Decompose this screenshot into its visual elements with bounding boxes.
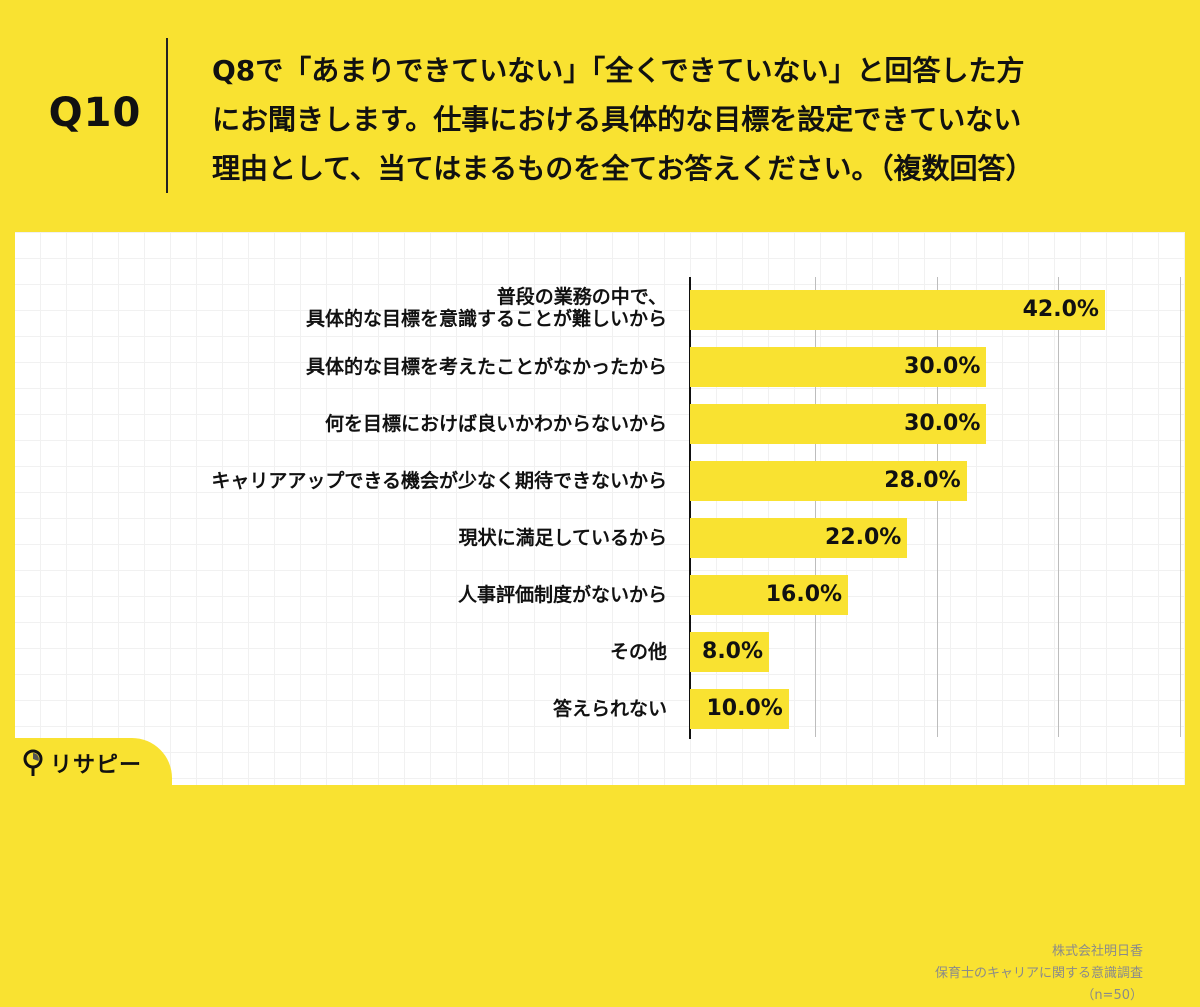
bar-label: その他 <box>27 642 667 662</box>
bar-label: 現状に満足しているから <box>27 528 667 548</box>
bar-label-line: 普段の業務の中で、 <box>496 286 667 308</box>
bar-label-line: 具体的な目標を考えたことがなかったから <box>305 356 667 378</box>
bar-label: 人事評価制度がないから <box>27 585 667 605</box>
question-text: Q8で「あまりできていない」「全くできていない」と回答した方 にお聞きします。仕… <box>212 46 1172 193</box>
bar-row: 普段の業務の中で、 具体的な目標を意識することが難しいから 42.0% <box>15 286 1185 330</box>
source-note: 株式会社明日香 保育士のキャリアに関する意識調査 （n=50） <box>935 941 1143 1007</box>
bar: 42.0% <box>690 290 1105 330</box>
bar-row: 具体的な目標を考えたことがなかったから 30.0% <box>15 347 1185 387</box>
y-axis <box>689 277 691 739</box>
bar-label-line: 具体的な目標を意識することが難しいから <box>305 308 667 330</box>
bar: 28.0% <box>690 461 967 501</box>
bar: 22.0% <box>690 518 908 558</box>
bar-value: 8.0% <box>702 639 764 664</box>
bar-label-line: 現状に満足しているから <box>458 527 667 549</box>
bar-label: 答えられない <box>27 699 667 719</box>
logo: リサピー <box>22 747 142 779</box>
header-divider <box>166 38 168 193</box>
bar-value: 30.0% <box>904 411 981 436</box>
bar: 30.0% <box>690 404 987 444</box>
bar-label-line: その他 <box>609 641 667 663</box>
bar-row: 現状に満足しているから 22.0% <box>15 518 1185 558</box>
gridline <box>937 277 938 737</box>
question-number: Q10 <box>48 90 142 136</box>
bar-value: 10.0% <box>706 696 783 721</box>
source-sample: （n=50） <box>1081 988 1143 1003</box>
bar-value: 42.0% <box>1022 297 1099 322</box>
source-survey: 保育士のキャリアに関する意識調査 <box>934 966 1143 981</box>
question-line: Q8で「あまりできていない」「全くできていない」と回答した方 <box>212 54 1025 87</box>
pin-icon <box>23 749 43 776</box>
bar-label-line: 答えられない <box>552 698 667 720</box>
gridline <box>1058 277 1059 737</box>
chart-panel: 普段の業務の中で、 具体的な目標を意識することが難しいから 42.0% 具体的な目標を… <box>15 232 1185 1003</box>
bar: 10.0% <box>690 689 789 729</box>
bar-row: 答えられない 10.0% <box>15 689 1185 729</box>
bar-value: 22.0% <box>825 525 902 550</box>
gridline <box>1180 277 1181 737</box>
bar-value: 30.0% <box>904 354 981 379</box>
bar: 30.0% <box>690 347 987 387</box>
source-company: 株式会社明日香 <box>1051 944 1143 959</box>
gridline <box>815 277 816 737</box>
bar: 16.0% <box>690 575 849 615</box>
question-line: 理由として、当てはまるものを全てお答えください。（複数回答） <box>212 152 1034 185</box>
bar-row: その他 8.0% <box>15 632 1185 672</box>
bar: 8.0% <box>690 632 770 672</box>
bar-label-line: 何を目標におけば良いかわからないから <box>324 413 667 435</box>
bar-row: 人事評価制度がないから 16.0% <box>15 575 1185 615</box>
logo-tab <box>15 738 172 808</box>
bar-row: キャリアアップできる機会が少なく期待できないから 28.0% <box>15 461 1185 501</box>
bar-row: 何を目標におけば良いかわからないから 30.0% <box>15 404 1185 444</box>
bar-label: 普段の業務の中で、 具体的な目標を意識することが難しいから <box>27 286 667 330</box>
bar-label: キャリアアップできる機会が少なく期待できないから <box>27 471 667 491</box>
bar-label-line: 人事評価制度がないから <box>457 584 667 606</box>
bar-value: 16.0% <box>765 582 843 607</box>
bar-value: 28.0% <box>884 468 961 493</box>
bar-label: 何を目標におけば良いかわからないから <box>27 414 667 434</box>
question-line: にお聞きします。仕事における具体的な目標を設定できていない <box>212 103 1022 136</box>
logo-text: リサピー <box>50 753 143 778</box>
bar-label-line: キャリアアップできる機会が少なく期待できないから <box>211 470 667 492</box>
bar-label: 具体的な目標を考えたことがなかったから <box>27 357 667 377</box>
